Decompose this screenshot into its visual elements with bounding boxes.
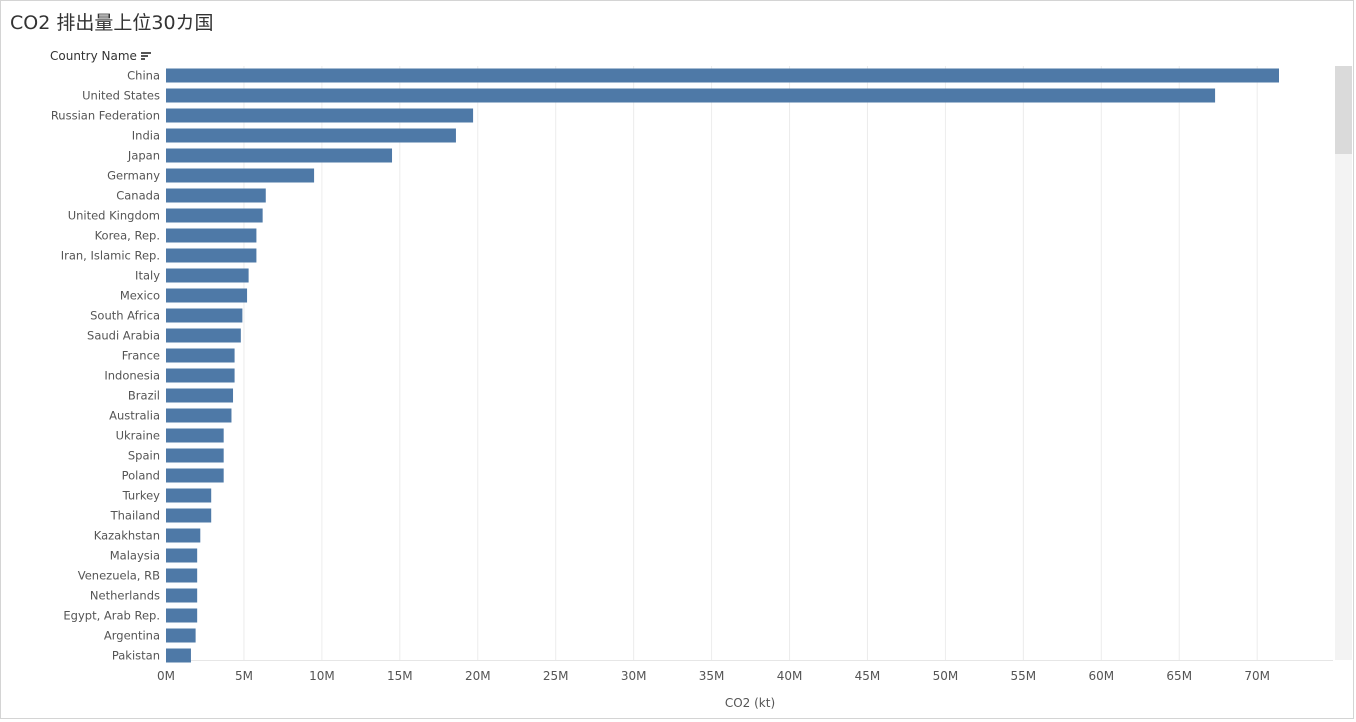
bar[interactable] <box>166 608 198 623</box>
category-label: Thailand <box>110 509 160 523</box>
bar[interactable] <box>166 408 232 423</box>
x-tick-label: 30M <box>621 669 647 683</box>
bar[interactable] <box>166 168 315 183</box>
x-tick-label: 60M <box>1088 669 1114 683</box>
category-label: Kazakhstan <box>94 529 160 543</box>
category-label: Venezuela, RB <box>78 569 160 583</box>
x-tick-label: 0M <box>157 669 175 683</box>
category-label: Korea, Rep. <box>95 229 160 243</box>
category-label: China <box>127 69 160 83</box>
x-axis-label: CO2 (kt) <box>724 696 776 710</box>
category-label: France <box>122 349 160 363</box>
category-label: Argentina <box>104 629 160 643</box>
x-tick-label: 50M <box>933 669 959 683</box>
category-label: Spain <box>128 449 160 463</box>
category-label: Saudi Arabia <box>87 329 160 343</box>
scrollbar-thumb[interactable] <box>1335 66 1352 154</box>
bar[interactable] <box>166 628 196 643</box>
bar[interactable] <box>166 348 235 363</box>
category-label: Japan <box>127 149 160 163</box>
category-label: United Kingdom <box>68 209 160 223</box>
category-label: India <box>132 129 160 143</box>
bar[interactable] <box>166 148 393 163</box>
sort-descending-icon[interactable] <box>140 51 151 61</box>
x-tick-label: 65M <box>1166 669 1192 683</box>
category-label: Egypt, Arab Rep. <box>63 609 160 623</box>
bar[interactable] <box>166 428 224 443</box>
bar[interactable] <box>166 388 234 403</box>
category-label: Canada <box>116 189 160 203</box>
x-tick-label: 20M <box>465 669 491 683</box>
bar[interactable] <box>166 568 198 583</box>
x-tick-label: 70M <box>1244 669 1270 683</box>
x-tick-label: 40M <box>777 669 803 683</box>
bar[interactable] <box>166 508 212 523</box>
x-tick-label: 55M <box>1011 669 1037 683</box>
category-label: South Africa <box>90 309 160 323</box>
bar[interactable] <box>166 468 224 483</box>
bar[interactable] <box>166 528 201 543</box>
bar[interactable] <box>166 368 235 383</box>
category-label: Indonesia <box>104 369 160 383</box>
category-label: Ukraine <box>116 429 160 443</box>
category-label: Mexico <box>120 289 160 303</box>
bar[interactable] <box>166 128 456 143</box>
field-header-label: Country Name <box>50 49 137 63</box>
bar[interactable] <box>166 488 212 503</box>
vertical-scrollbar[interactable] <box>1335 66 1352 660</box>
x-tick-label: 5M <box>235 669 253 683</box>
bar[interactable] <box>166 268 249 283</box>
bar[interactable] <box>166 308 243 323</box>
bar[interactable] <box>166 448 224 463</box>
category-label: Iran, Islamic Rep. <box>61 249 160 263</box>
chart-title: CO2 排出量上位30カ国 <box>10 12 214 34</box>
category-label: Russian Federation <box>51 109 160 123</box>
x-tick-label: 10M <box>309 669 335 683</box>
field-header[interactable]: Country Name <box>50 49 151 63</box>
category-label: Poland <box>122 469 160 483</box>
bar[interactable] <box>166 648 191 663</box>
x-tick-label: 35M <box>699 669 725 683</box>
bar[interactable] <box>166 228 257 243</box>
x-tick-label: 15M <box>387 669 413 683</box>
category-label: United States <box>82 89 160 103</box>
bar[interactable] <box>166 328 241 343</box>
category-label: Pakistan <box>112 649 160 663</box>
category-label: Netherlands <box>90 589 160 603</box>
category-label: Italy <box>135 269 160 283</box>
bar[interactable] <box>166 588 198 603</box>
bar[interactable] <box>166 248 257 263</box>
x-tick-label: 25M <box>543 669 569 683</box>
bar[interactable] <box>166 208 263 223</box>
category-label: Germany <box>107 169 160 183</box>
category-label: Brazil <box>128 389 160 403</box>
bar[interactable] <box>166 88 1216 103</box>
category-label: Turkey <box>122 489 161 503</box>
bar[interactable] <box>166 188 266 203</box>
category-label: Australia <box>109 409 160 423</box>
bar[interactable] <box>166 68 1279 83</box>
bar[interactable] <box>166 548 198 563</box>
x-tick-label: 45M <box>855 669 881 683</box>
bar[interactable] <box>166 288 248 303</box>
category-label: Malaysia <box>110 549 160 563</box>
bar[interactable] <box>166 108 474 123</box>
